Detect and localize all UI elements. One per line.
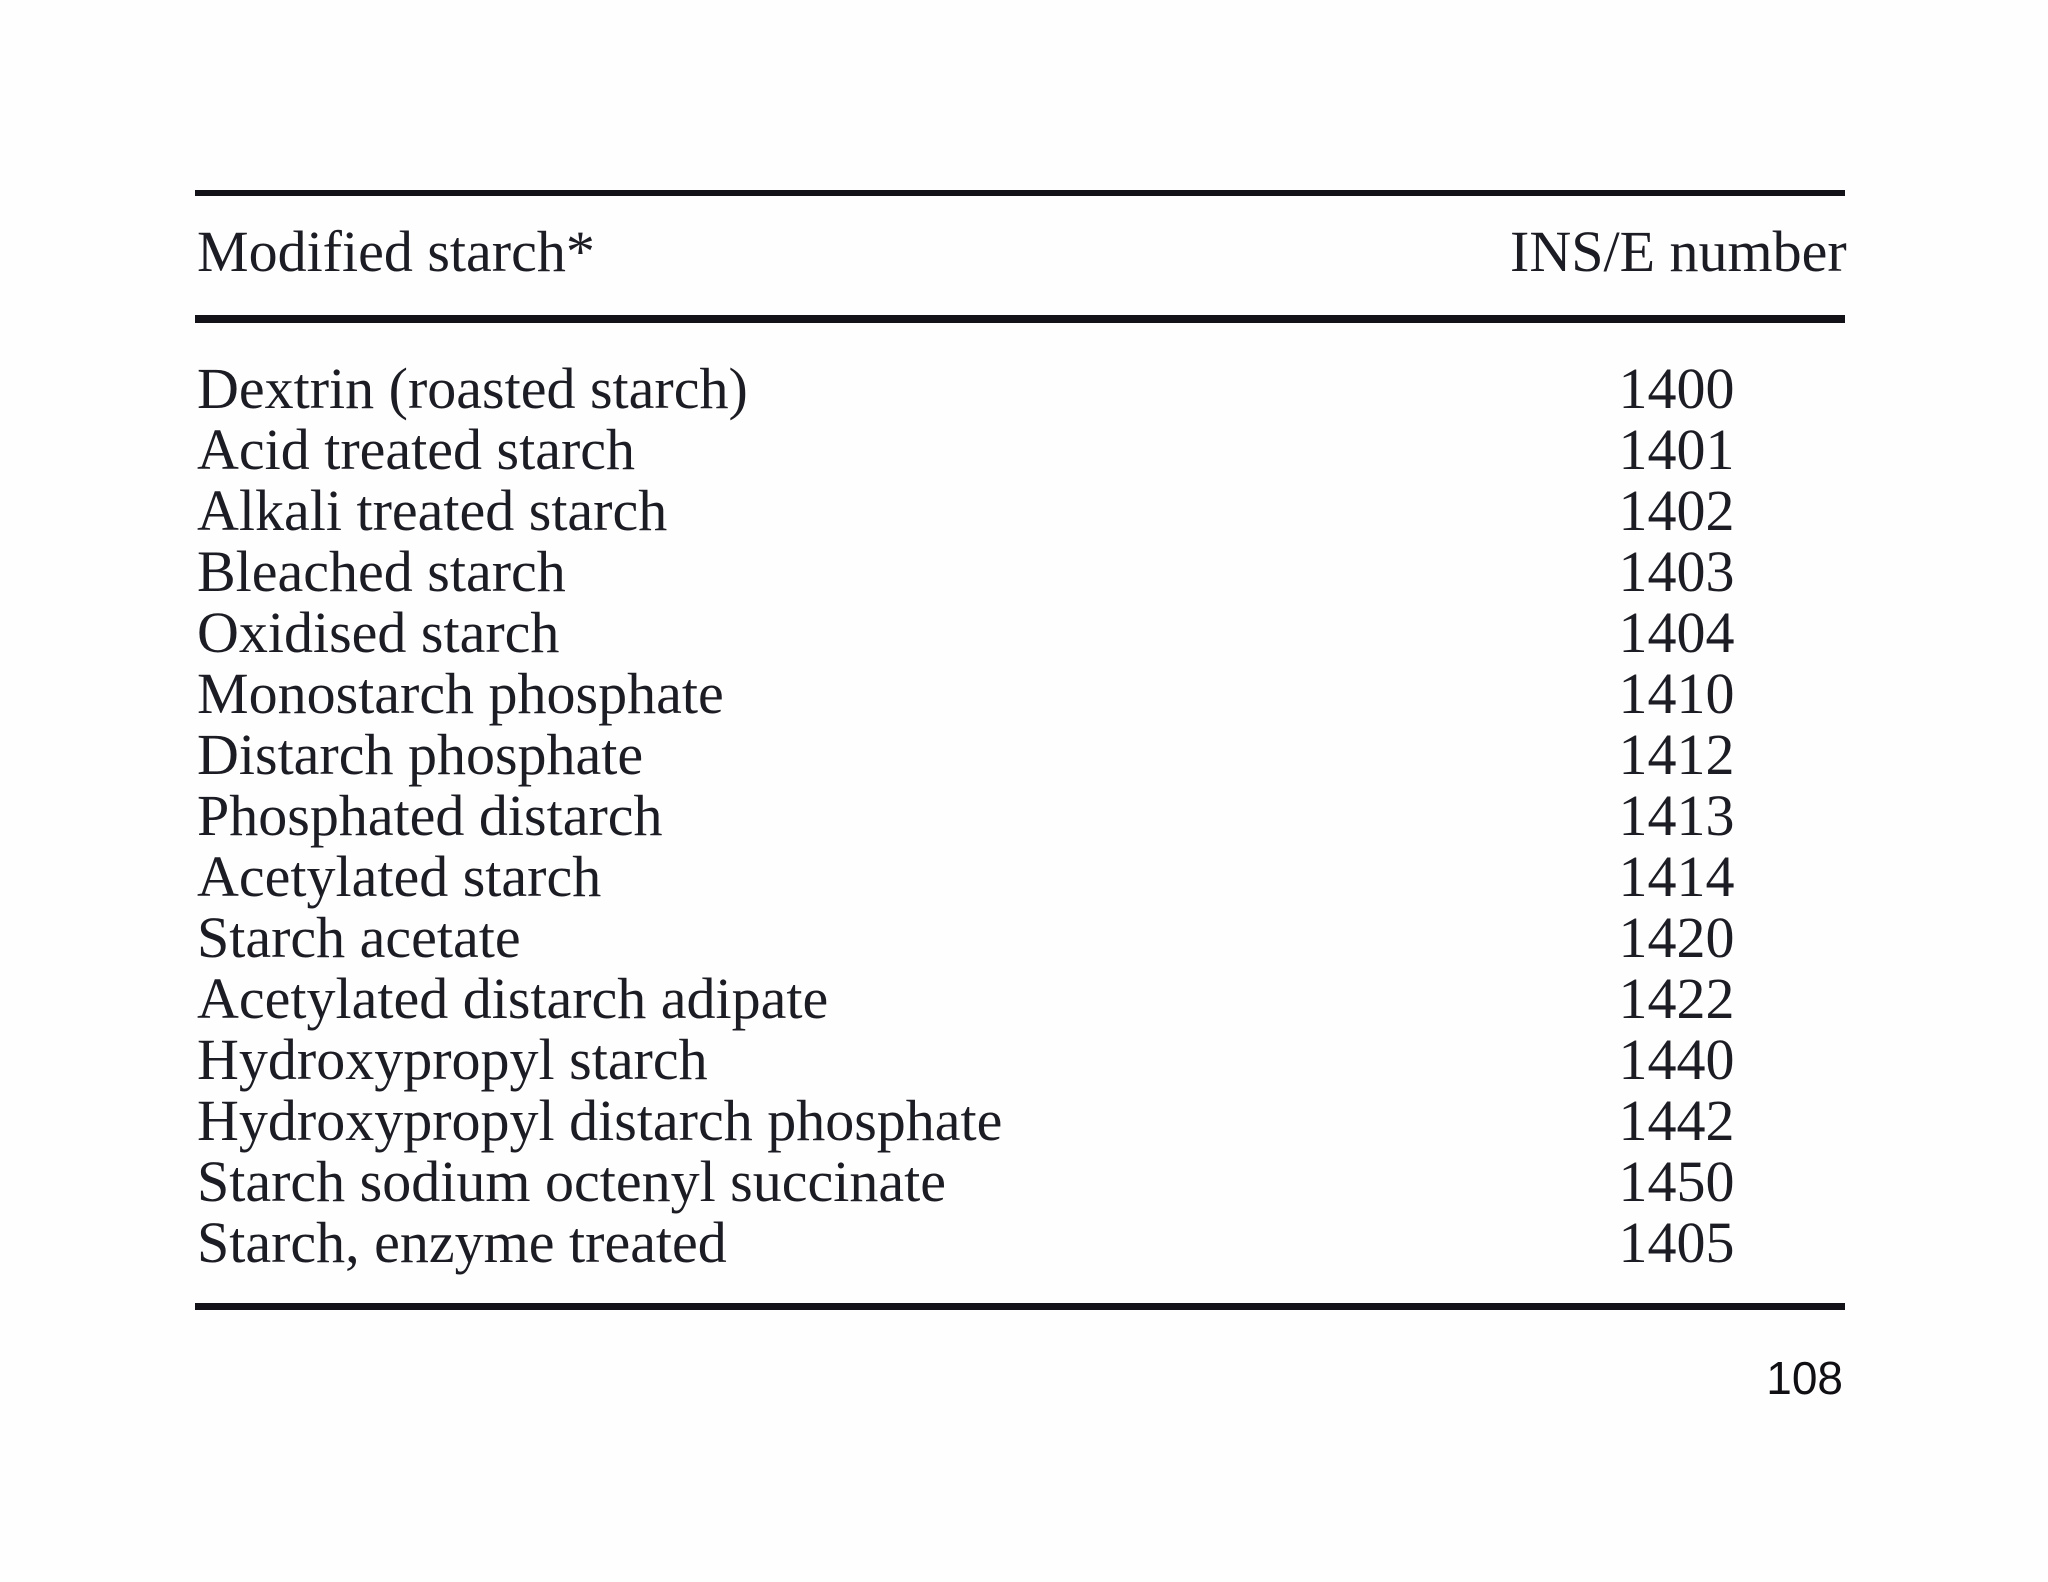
ins-number-cell: 1420 [1618,905,1735,970]
ins-number-cell: 1413 [1618,783,1735,848]
starch-table: Modified starch* INS/E number Dextrin (r… [195,0,1847,1582]
page-number: 108 [1766,1352,1843,1404]
starch-name-cell: Alkali treated starch [197,478,668,543]
table-row: Bleached starch 1403 [197,541,1845,602]
ins-number-cell: 1400 [1618,356,1735,421]
starch-name-cell: Hydroxypropyl starch [197,1027,708,1092]
column-header-ins-number: INS/E number [1510,219,1847,284]
table-row: Acetylated starch 1414 [197,846,1845,907]
table-row: Dextrin (roasted starch) 1400 [197,358,1845,419]
table-body: Dextrin (roasted starch) 1400 Acid treated… [197,358,1845,1273]
table-row: Phosphated distarch 1413 [197,785,1845,846]
starch-name-cell: Acetylated distarch adipate [197,966,829,1031]
starch-name-cell: Oxidised starch [197,600,560,665]
starch-name-cell: Starch sodium octenyl succinate [197,1149,946,1214]
ins-number-cell: 1442 [1618,1088,1735,1153]
table-row: Starch sodium octenyl succinate 1450 [197,1151,1845,1212]
starch-name-cell: Bleached starch [197,539,566,604]
table-top-rule [195,190,1845,196]
ins-number-cell: 1414 [1618,844,1735,909]
table-row: Starch, enzyme treated 1405 [197,1212,1845,1273]
ins-number-cell: 1440 [1618,1027,1735,1092]
ins-number-cell: 1410 [1618,661,1735,726]
starch-name-cell: Acetylated starch [197,844,602,909]
ins-number-cell: 1404 [1618,600,1735,665]
table-row: Acetylated distarch adipate 1422 [197,968,1845,1029]
ins-number-cell: 1403 [1618,539,1735,604]
table-row: Distarch phosphate 1412 [197,724,1845,785]
table-row: Monostarch phosphate 1410 [197,663,1845,724]
table-header-row: Modified starch* INS/E number [197,219,1847,284]
starch-name-cell: Dextrin (roasted starch) [197,356,748,421]
table-row: Alkali treated starch 1402 [197,480,1845,541]
ins-number-cell: 1402 [1618,478,1735,543]
ins-number-cell: 1401 [1618,417,1735,482]
starch-name-cell: Hydroxypropyl distarch phosphate [197,1088,1003,1153]
table-row: Hydroxypropyl distarch phosphate 1442 [197,1090,1845,1151]
ins-number-cell: 1405 [1618,1210,1735,1275]
ins-number-cell: 1450 [1618,1149,1735,1214]
starch-name-cell: Starch acetate [197,905,521,970]
table-header-rule [195,315,1845,323]
starch-name-cell: Acid treated starch [197,417,636,482]
ins-number-cell: 1412 [1618,722,1735,787]
table-row: Acid treated starch 1401 [197,419,1845,480]
starch-name-cell: Phosphated distarch [197,783,663,848]
table-row: Oxidised starch 1404 [197,602,1845,663]
starch-name-cell: Distarch phosphate [197,722,644,787]
ins-number-cell: 1422 [1618,966,1735,1031]
table-row: Hydroxypropyl starch 1440 [197,1029,1845,1090]
starch-name-cell: Starch, enzyme treated [197,1210,727,1275]
table-row: Starch acetate 1420 [197,907,1845,968]
starch-name-cell: Monostarch phosphate [197,661,724,726]
table-bottom-rule [195,1303,1845,1310]
column-header-modified-starch: Modified starch* [197,219,595,284]
